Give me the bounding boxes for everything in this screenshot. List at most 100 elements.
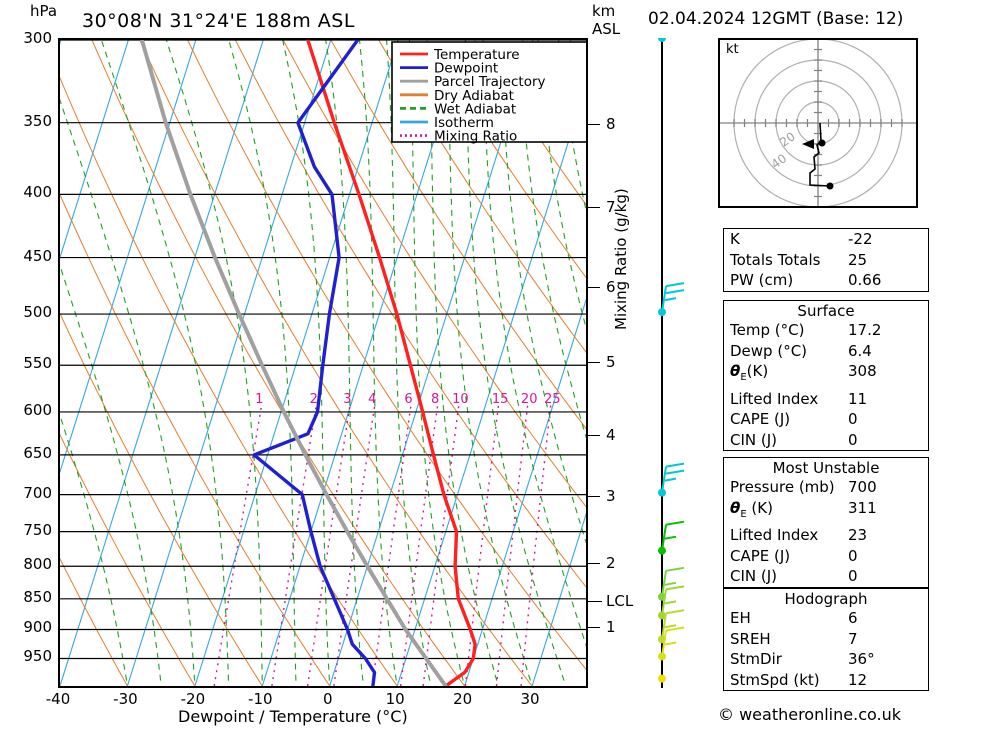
- copyright-notice: © weatheronline.co.uk: [718, 705, 901, 724]
- row-value: 0: [848, 410, 858, 428]
- row-value: 11: [848, 389, 868, 408]
- indices-panel: K -22 Totals Totals 25 PW (cm) 0.66: [723, 228, 929, 292]
- lcl-tick-mark: [586, 600, 602, 602]
- altitude-tick-mark-1: [586, 627, 600, 629]
- data-row: CAPE (J) 0: [724, 546, 928, 567]
- wind-barb-column: [640, 34, 716, 688]
- row-key: θE(K): [730, 362, 769, 383]
- row-value: 0: [848, 546, 858, 565]
- altitude-tick-mark-4: [586, 435, 600, 437]
- altitude-tick-7: 7: [606, 197, 616, 216]
- svg-text:Dewpoint: Dewpoint: [434, 61, 498, 77]
- pressure-tick-900: 900: [23, 618, 52, 637]
- row-key: PW (cm): [730, 271, 794, 289]
- row-key: StmDir: [730, 650, 782, 668]
- temp-tick-10: 10: [385, 690, 405, 708]
- row-key: Dewp (°C): [730, 341, 808, 360]
- altitude-tick-2: 2: [606, 553, 616, 572]
- row-key: Lifted Index: [730, 526, 819, 544]
- row-value: 25: [848, 250, 868, 269]
- row-value: 311: [848, 498, 877, 517]
- pressure-tick-850: 850: [23, 587, 52, 606]
- forecast-datetime: 02.04.2024 12GMT (Base: 12): [648, 9, 904, 29]
- data-row: CIN (J) 0: [724, 566, 928, 587]
- row-value: 36°: [848, 650, 875, 668]
- data-row: SREH 7: [724, 629, 928, 650]
- data-row: StmSpd (kt) 12: [724, 670, 928, 691]
- row-value: 308: [848, 362, 877, 380]
- row-value: 6.4: [848, 341, 872, 360]
- data-row: Temp (°C) 17.2: [724, 320, 928, 341]
- mixing-ratio-label-20: 20: [520, 391, 538, 407]
- row-key: Totals Totals: [730, 250, 821, 269]
- altitude-tick-mark-2: [586, 562, 600, 564]
- altitude-tick-mark-3: [586, 495, 600, 497]
- temp-tick-0: 0: [322, 690, 333, 708]
- row-value: 17.2: [848, 321, 882, 339]
- row-value: 12: [848, 670, 868, 689]
- mixing-ratio-label-3: 3: [343, 391, 352, 407]
- row-value: 23: [848, 526, 868, 544]
- data-row: Pressure (mb) 700: [724, 477, 928, 498]
- row-key: θE (K): [730, 498, 773, 520]
- skewt-plot: Temperature Dewpoint Parcel Trajectory Dry …: [58, 38, 588, 688]
- mixing-ratio-label-10: 10: [452, 391, 469, 407]
- altitude-asl-label: ASL: [592, 20, 621, 38]
- data-row: PW (cm) 0.66: [724, 270, 928, 291]
- altitude-unit-label: km: [592, 2, 616, 20]
- svg-text:20: 20: [777, 129, 798, 149]
- hodograph-unit-label: kt: [726, 42, 739, 57]
- row-key: SREH: [730, 629, 771, 648]
- data-row: Dewp (°C) 6.4: [724, 341, 928, 362]
- svg-text:Isotherm: Isotherm: [434, 115, 494, 131]
- row-value: 7: [848, 629, 858, 648]
- pressure-tick-950: 950: [23, 647, 52, 666]
- mixing-ratio-label-4: 4: [368, 391, 377, 407]
- row-key: CAPE (J): [730, 546, 791, 565]
- surface-panel: Surface Temp (°C) 17.2 Dewp (°C) 6.4 θE(K) 308…: [723, 300, 929, 451]
- panel-title: Most Unstable: [772, 459, 880, 477]
- row-value: -22: [848, 230, 873, 248]
- svg-text:Wet Adiabat: Wet Adiabat: [434, 101, 516, 117]
- row-value: 700: [848, 478, 877, 496]
- row-value: 0: [848, 430, 858, 449]
- pressure-tick-450: 450: [23, 246, 52, 265]
- page-title: 30°08'N 31°24'E 188m ASL: [82, 10, 355, 32]
- altitude-tick-3: 3: [606, 486, 616, 505]
- pressure-unit-label: hPa: [30, 2, 58, 20]
- pressure-tick-700: 700: [23, 483, 52, 502]
- panel-title: Surface: [797, 302, 855, 320]
- row-key: Temp (°C): [730, 321, 805, 339]
- row-key: Lifted Index: [730, 389, 819, 408]
- temp-tick-neg40: -40: [45, 690, 71, 708]
- temp-tick-20: 20: [453, 690, 473, 708]
- altitude-tick-mark-7: [586, 206, 600, 208]
- data-row: Lifted Index 23: [724, 525, 928, 546]
- pressure-tick-500: 500: [23, 303, 52, 322]
- data-row: CAPE (J) 0: [724, 409, 928, 430]
- temp-tick-neg10: -10: [248, 690, 273, 708]
- row-value: 0: [848, 567, 858, 585]
- most-unstable-panel: Most Unstable Pressure (mb) 700 θE (K) 311 Li…: [723, 457, 929, 588]
- altitude-tick-8: 8: [606, 114, 616, 133]
- row-key: Pressure (mb): [730, 478, 835, 496]
- data-row: Lifted Index 11: [724, 389, 928, 410]
- mixing-ratio-label-25: 25: [543, 391, 561, 407]
- altitude-tick-6: 6: [606, 277, 616, 296]
- hodograph-stats-panel: Hodograph EH 6 SREH 7 StmDir 36° StmSpd (kt) 12: [723, 588, 929, 691]
- row-value: 0.66: [848, 271, 882, 289]
- pressure-tick-800: 800: [23, 555, 52, 574]
- temp-tick-neg20: -20: [180, 690, 206, 708]
- svg-text:Parcel Trajectory: Parcel Trajectory: [434, 74, 546, 90]
- svg-text:40: 40: [769, 151, 790, 171]
- row-key: CAPE (J): [730, 410, 791, 428]
- pressure-tick-400: 400: [23, 183, 52, 202]
- data-row: θE (K) 311: [724, 498, 928, 526]
- x-axis-title: Dewpoint / Temperature (°C): [178, 707, 408, 726]
- mixing-ratio-label-2: 2: [309, 391, 318, 407]
- data-row: CIN (J) 0: [724, 430, 928, 451]
- pressure-tick-350: 350: [23, 111, 52, 130]
- mixing-ratio-axis-title: Mixing Ratio (g/kg): [612, 188, 630, 330]
- hodograph-plot: 20 40: [718, 38, 918, 208]
- row-key: CIN (J): [730, 567, 778, 585]
